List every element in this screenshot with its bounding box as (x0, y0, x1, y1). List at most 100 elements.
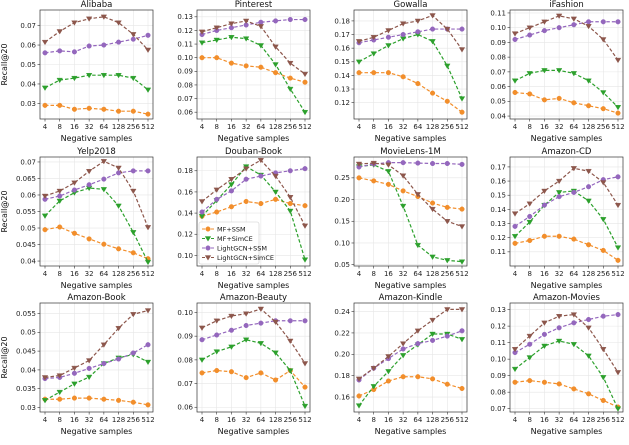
data-point (511, 347, 519, 353)
data-point (385, 34, 391, 40)
data-point (145, 402, 151, 408)
data-point (272, 62, 279, 68)
data-point (198, 29, 206, 35)
data-point (85, 16, 93, 22)
x-tick-label: 64 (99, 416, 108, 424)
data-point (615, 174, 621, 180)
data-point (512, 379, 518, 385)
data-point (130, 168, 136, 174)
series-line-lightgcn-simce (201, 159, 306, 227)
y-tick-label: 0.09 (490, 372, 506, 380)
x-tick-label: 8 (371, 123, 375, 131)
data-point (429, 317, 436, 324)
data-point (101, 106, 107, 112)
data-point (228, 204, 234, 210)
data-point (42, 50, 48, 56)
data-point (71, 20, 78, 26)
x-tick-label: 16 (540, 270, 549, 278)
data-point (258, 19, 264, 25)
data-point (371, 70, 377, 76)
data-point (600, 313, 606, 319)
data-point (370, 384, 377, 390)
data-point (86, 365, 92, 371)
data-point (258, 201, 264, 207)
data-point (400, 374, 406, 380)
data-point (600, 106, 606, 112)
data-point (600, 375, 607, 381)
data-point (242, 311, 250, 317)
data-point (600, 37, 607, 43)
x-tick-label: 256 (597, 123, 611, 131)
series-line-mf-ssm (514, 380, 619, 408)
series-line-lightgcn-ssm (358, 330, 463, 381)
data-point (415, 29, 421, 35)
x-tick-label: 32 (555, 416, 564, 424)
chart-title: Pinterest (235, 0, 273, 10)
x-tick-label: 8 (214, 416, 218, 424)
x-tick-label: 4 (513, 270, 518, 278)
data-point (570, 312, 578, 318)
x-tick-label: 16 (70, 416, 79, 424)
data-point (301, 403, 309, 410)
x-tick-label: 512 (455, 270, 468, 278)
series-line-lightgcn-simce (358, 14, 463, 50)
data-point (458, 96, 466, 102)
data-point (198, 199, 206, 205)
data-point (527, 213, 533, 220)
data-point (541, 188, 548, 195)
chart-panel-pinterest: 0.06 0.07 0.08 0.09 0.10 0.11 0.12 0.13 4 8 16 32 64… (177, 0, 311, 143)
y-tick-label: 0.13 (177, 13, 193, 21)
x-tick-label: 64 (256, 270, 265, 278)
data-point (85, 169, 93, 175)
data-point (586, 19, 592, 25)
data-point (214, 332, 220, 338)
data-point (213, 349, 220, 355)
x-tick-label: 128 (269, 123, 282, 131)
data-point (213, 37, 220, 44)
x-tick-label: 64 (256, 416, 265, 424)
x-axis-label: Negative samples (61, 427, 133, 436)
data-point (458, 307, 466, 313)
x-tick-label: 8 (214, 270, 218, 278)
data-point (257, 341, 265, 347)
x-tick-label: 8 (527, 416, 531, 424)
data-point (228, 35, 235, 41)
data-point (526, 201, 533, 207)
x-tick-label: 4 (43, 416, 48, 424)
y-tick-label: 0.20 (334, 196, 350, 204)
x-tick-label: 32 (399, 123, 408, 131)
y-tick-label: 0.11 (177, 40, 193, 48)
x-tick-label: 32 (242, 416, 251, 424)
data-point (301, 223, 309, 229)
data-point (614, 370, 622, 376)
data-point (415, 341, 421, 347)
data-point (399, 341, 407, 347)
data-point (541, 97, 547, 103)
series-line-lightgcn-simce (514, 15, 619, 61)
data-point (100, 159, 108, 165)
data-point (301, 110, 309, 116)
data-point (399, 353, 407, 359)
data-point (101, 396, 107, 402)
y-tick-label: 0.03 (20, 100, 36, 108)
x-tick-label: 64 (413, 270, 422, 278)
data-point (459, 161, 465, 167)
data-point (57, 48, 63, 54)
x-tick-label: 8 (57, 123, 61, 131)
legend-label: MF+SimCE (217, 235, 253, 243)
x-tick-label: 64 (569, 270, 578, 278)
data-point (198, 40, 206, 46)
x-tick-label: 512 (611, 270, 624, 278)
series-line-lightgcn-simce (514, 313, 619, 373)
data-point (385, 354, 392, 360)
x-tick-label: 32 (85, 416, 94, 424)
data-point (71, 381, 78, 387)
data-point (214, 209, 220, 215)
data-point (600, 90, 607, 96)
data-point (199, 370, 205, 376)
data-point (71, 180, 78, 186)
data-point (555, 178, 563, 185)
data-point (115, 20, 122, 26)
data-point (116, 39, 122, 45)
